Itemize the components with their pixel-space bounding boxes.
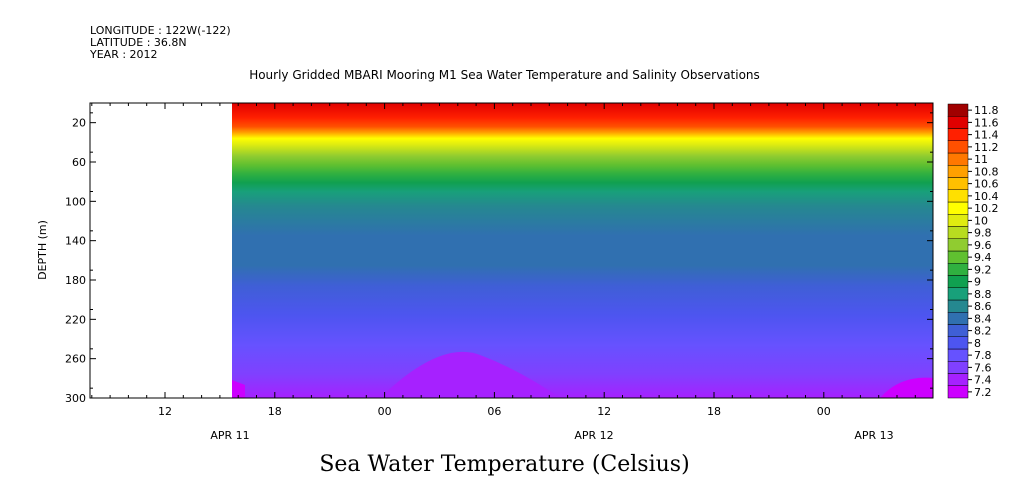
temperature-field xyxy=(232,103,933,398)
year-label: YEAR : 2012 xyxy=(90,48,158,61)
colorbar-swatch xyxy=(947,201,969,215)
colorbar-label: 9.2 xyxy=(974,263,992,276)
colorbar-swatch xyxy=(947,128,969,141)
colorbar-swatch xyxy=(947,287,969,301)
y-tick-label: 300 xyxy=(65,392,86,405)
colorbar-swatch xyxy=(947,140,969,154)
x-axis: 12 18 00 06 12 18 00 APR 11 APR 12 APR 13 xyxy=(91,103,916,442)
y-axis: 20 60 100 140 180 220 260 300 xyxy=(65,112,933,405)
latitude-label: LATITUDE : 36.8N xyxy=(90,36,187,49)
x-day-label: APR 13 xyxy=(854,429,893,442)
colorbar-label: 10.8 xyxy=(974,165,999,178)
colorbar-swatch xyxy=(947,348,969,362)
x-tick-label: 06 xyxy=(487,405,501,418)
colorbar-swatch xyxy=(947,373,969,386)
colorbar-swatch xyxy=(947,250,969,264)
colorbar-label: 9.4 xyxy=(974,251,992,264)
colorbar-label: 7.6 xyxy=(974,361,992,374)
colorbar-label: 10.6 xyxy=(974,178,999,191)
coldest-patch-left xyxy=(232,380,245,398)
colorbar-label: 7.4 xyxy=(974,374,992,387)
y-tick-label: 140 xyxy=(65,235,86,248)
colorbar-label: 11.4 xyxy=(974,129,999,142)
colorbar-label: 11 xyxy=(974,153,988,166)
y-tick-label: 220 xyxy=(65,313,86,326)
colorbar-label: 9.8 xyxy=(974,227,992,240)
x-axis-title: Sea Water Temperature (Celsius) xyxy=(319,452,690,477)
colorbar-label: 9 xyxy=(974,276,981,289)
colorbar-label: 11.8 xyxy=(974,104,999,117)
colorbar-swatch xyxy=(947,116,969,129)
x-tick-label: 18 xyxy=(707,405,721,418)
colorbar-label: 11.2 xyxy=(974,141,999,154)
colorbar-swatch xyxy=(947,299,969,313)
colorbar-label: 7.8 xyxy=(974,349,992,362)
colorbar-swatch xyxy=(947,385,969,399)
y-tick-label: 260 xyxy=(65,353,86,366)
colorbar-swatch xyxy=(947,336,969,350)
y-axis-label: DEPTH (m) xyxy=(36,220,49,280)
coldest-patch-right xyxy=(880,377,933,398)
x-tick-label: 12 xyxy=(158,405,172,418)
colorbar-label: 9.6 xyxy=(974,239,992,252)
y-tick-label: 20 xyxy=(72,117,86,130)
colorbar-label: 8.4 xyxy=(974,312,992,325)
colorbar-label: 10 xyxy=(974,214,988,227)
colorbar-label: 8.6 xyxy=(974,300,992,313)
plot-border xyxy=(89,102,934,399)
chart-title: Hourly Gridded MBARI Mooring M1 Sea Wate… xyxy=(249,68,760,82)
x-tick-label: 18 xyxy=(268,405,282,418)
colorbar-swatch xyxy=(947,275,969,288)
colorbar-swatch xyxy=(947,263,969,276)
colorbar-swatch xyxy=(947,189,969,203)
x-day-label: APR 12 xyxy=(574,429,613,442)
colorbar-swatch xyxy=(947,226,969,239)
colorbar-swatch xyxy=(947,312,969,325)
colorbar-swatch xyxy=(947,361,969,374)
colorbar-swatch xyxy=(947,152,969,166)
y-tick-label: 100 xyxy=(65,195,86,208)
colorbar-swatch xyxy=(947,214,969,227)
colorbar-swatch xyxy=(947,324,969,337)
x-tick-label: 00 xyxy=(378,405,392,418)
longitude-label: LONGITUDE : 122W(-122) xyxy=(90,24,231,37)
colorbar: 7.27.47.67.888.28.48.68.899.29.49.69.810… xyxy=(947,103,999,399)
plot-frame xyxy=(89,102,934,399)
colorbar-label: 11.6 xyxy=(974,116,999,129)
x-tick-label: 00 xyxy=(817,405,831,418)
x-tick-label: 12 xyxy=(597,405,611,418)
colorbar-label: 8.2 xyxy=(974,325,992,338)
x-day-label: APR 11 xyxy=(210,429,249,442)
y-tick-label: 60 xyxy=(72,156,86,169)
colorbar-label: 10.4 xyxy=(974,190,999,203)
colorbar-swatch xyxy=(947,165,969,178)
colorbar-label: 8.8 xyxy=(974,288,992,301)
y-tick-label: 180 xyxy=(65,274,86,287)
colorbar-label: 7.2 xyxy=(974,386,992,399)
colorbar-label: 10.2 xyxy=(974,202,999,215)
colorbar-swatch xyxy=(947,103,969,117)
colorbar-swatch xyxy=(947,177,969,190)
colorbar-label: 8 xyxy=(974,337,981,350)
cold-water-patch xyxy=(380,351,560,398)
colorbar-swatch xyxy=(947,238,969,252)
